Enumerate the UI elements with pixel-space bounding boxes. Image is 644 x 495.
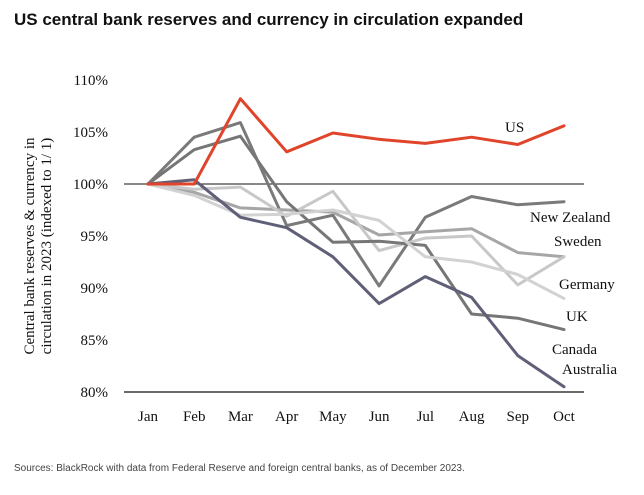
series-line-uk xyxy=(146,134,566,332)
x-tick-label: Apr xyxy=(275,409,298,425)
x-tick-label: Jun xyxy=(369,409,390,425)
source-note: Sources: BlackRock with data from Federa… xyxy=(14,463,465,474)
series-line-canada xyxy=(146,182,566,300)
y-tick-label: 100% xyxy=(73,177,108,193)
series-lines xyxy=(146,97,566,389)
series-line-us xyxy=(146,97,566,186)
x-tick-label: Sep xyxy=(507,409,530,425)
y-tick-label: 105% xyxy=(73,125,108,141)
axes: 80% 85% 90% 95% 100% 105% 110% Jan Feb Mar Apr May J… xyxy=(22,73,584,425)
series-label-new-zealand: New Zealand xyxy=(530,210,611,226)
x-tick-label: Jul xyxy=(417,409,435,425)
x-tick-label: Mar xyxy=(228,409,253,425)
y-tick-label: 90% xyxy=(81,281,109,297)
x-tick-label: Jan xyxy=(138,409,158,425)
series-label-uk: UK xyxy=(566,309,588,325)
series-label-australia: Australia xyxy=(562,362,617,378)
series-line-new-zealand xyxy=(146,121,566,288)
x-tick-label: Oct xyxy=(553,409,575,425)
series-label-sweden: Sweden xyxy=(554,234,602,250)
series-labels: US New Zealand Sweden Germany UK Canada Austra… xyxy=(505,120,617,378)
series-label-us: US xyxy=(505,120,524,136)
series-line-australia xyxy=(146,178,566,389)
series-label-canada: Canada xyxy=(552,342,597,358)
series-label-germany: Germany xyxy=(559,277,615,293)
y-tick-label: 95% xyxy=(81,229,109,245)
chart-title: US central bank reserves and currency in… xyxy=(14,10,524,29)
x-tick-label: May xyxy=(319,409,347,425)
y-axis-title-line2: circulation in 2023 (indexed to 1/ 1) xyxy=(39,138,55,355)
y-tick-label: 110% xyxy=(74,73,108,89)
y-tick-label: 80% xyxy=(81,385,109,401)
y-axis-title-line1: Central bank reserves & currency in xyxy=(22,137,38,354)
series-line-germany xyxy=(146,182,566,287)
x-tick-label: Feb xyxy=(183,409,206,425)
line-chart: 80% 85% 90% 95% 100% 105% 110% Jan Feb Mar Apr May J… xyxy=(22,73,617,425)
x-tick-label: Aug xyxy=(459,409,485,425)
y-tick-label: 85% xyxy=(81,333,109,349)
